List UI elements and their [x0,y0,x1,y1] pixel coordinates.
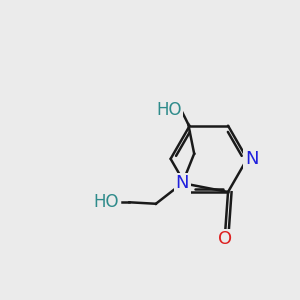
Text: O: O [218,230,232,248]
Text: HO: HO [156,100,182,118]
Text: N: N [245,150,258,168]
Text: N: N [176,174,189,192]
Text: HO: HO [93,193,118,211]
